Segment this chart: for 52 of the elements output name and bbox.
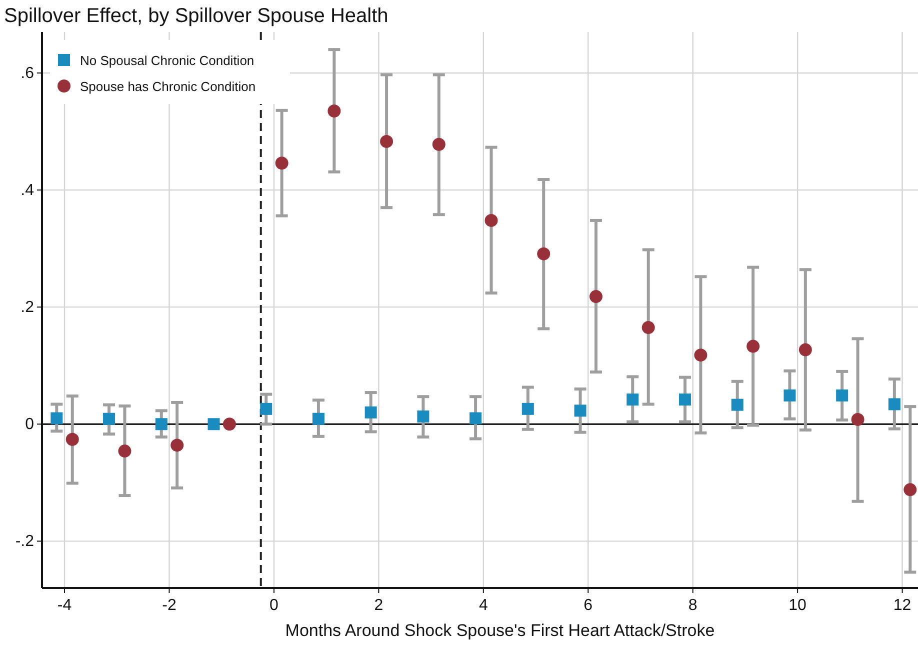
point <box>417 410 430 423</box>
point <box>642 321 655 334</box>
point <box>275 156 288 170</box>
x-tick-label: 8 <box>688 597 698 614</box>
x-tick-label: -4 <box>57 597 72 614</box>
point <box>155 418 168 430</box>
point <box>626 394 639 406</box>
point <box>537 247 550 260</box>
point <box>888 398 900 410</box>
point <box>312 412 324 425</box>
point <box>798 343 812 356</box>
x-tick-label: -2 <box>162 597 176 614</box>
point <box>118 444 132 458</box>
point <box>103 412 116 425</box>
point <box>731 398 744 411</box>
point <box>589 290 602 304</box>
point <box>678 394 691 406</box>
x-tick-label: 6 <box>584 597 593 614</box>
point <box>432 138 446 151</box>
chart-title: Spillover Effect, by Spillover Spouse Health <box>4 5 388 27</box>
point <box>904 483 917 496</box>
point <box>328 104 341 118</box>
y-tick-label: 0 <box>25 416 34 434</box>
point <box>574 404 586 417</box>
y-tick-label: .6 <box>20 64 34 82</box>
point <box>746 340 760 353</box>
point <box>470 412 482 424</box>
legend-label: Spouse has Chronic Condition <box>80 79 256 94</box>
point <box>380 134 394 148</box>
point <box>50 412 63 424</box>
y-tick-label: .4 <box>20 182 34 200</box>
point <box>66 432 79 446</box>
point <box>522 402 534 415</box>
point <box>836 389 848 402</box>
y-tick-label: -.2 <box>15 533 34 550</box>
x-tick-label: 12 <box>893 597 912 614</box>
legend-label: No Spousal Chronic Condition <box>80 53 254 68</box>
x-tick-label: 10 <box>788 597 807 614</box>
point <box>484 214 498 227</box>
point <box>784 389 796 402</box>
point <box>364 406 377 418</box>
point <box>222 418 236 431</box>
point <box>208 418 220 430</box>
point <box>851 412 864 426</box>
point <box>170 438 184 452</box>
x-axis-title: Months Around Shock Spouse's First Heart Attack/Stroke <box>285 621 715 640</box>
x-tick-label: 2 <box>374 597 384 614</box>
point <box>694 348 708 362</box>
y-tick-label: .2 <box>20 299 34 316</box>
x-tick-label: 0 <box>270 597 279 614</box>
x-tick-label: 4 <box>478 597 488 614</box>
point <box>260 402 272 415</box>
